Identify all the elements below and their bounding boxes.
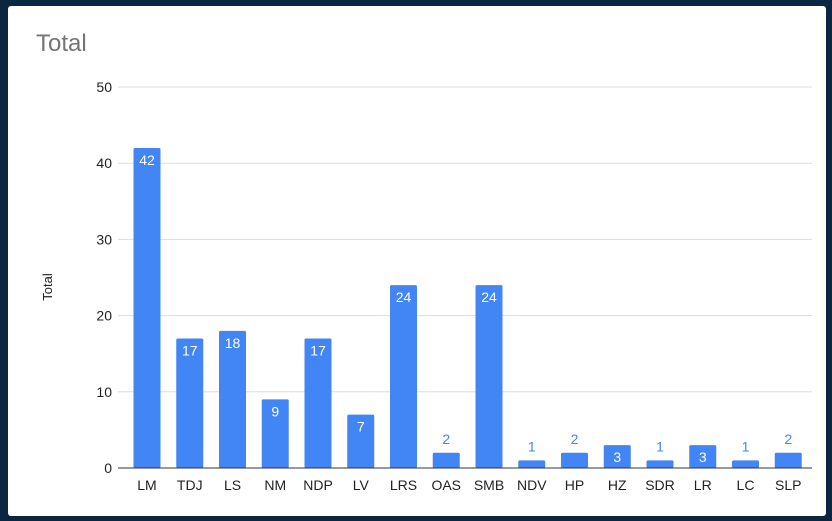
bar <box>774 452 802 468</box>
x-tick-label: NM <box>264 477 286 493</box>
bar <box>133 147 161 468</box>
bar <box>646 460 674 468</box>
x-tick-label: LR <box>694 477 712 493</box>
bar <box>475 285 503 468</box>
y-axis-tick-labels: 0 10 20 30 40 50 <box>96 79 112 476</box>
data-label: 2 <box>571 431 579 447</box>
bar <box>518 460 546 468</box>
bar <box>561 452 588 468</box>
data-label: 17 <box>182 342 198 358</box>
data-label: 1 <box>742 438 750 454</box>
bars <box>133 147 802 468</box>
y-tick-label: 30 <box>96 231 112 247</box>
bar <box>689 445 717 468</box>
x-tick-label: SDR <box>645 477 675 493</box>
x-tick-label: NDP <box>303 477 333 493</box>
bar <box>304 338 332 468</box>
bar <box>261 399 289 468</box>
data-label: 9 <box>271 403 279 419</box>
data-label: 2 <box>784 431 792 447</box>
x-tick-label: NDV <box>517 477 547 493</box>
x-tick-label: TDJ <box>177 477 203 493</box>
y-tick-label: 20 <box>96 308 112 324</box>
data-label: 24 <box>396 289 412 305</box>
data-label: 1 <box>528 438 536 454</box>
y-axis-title: Total <box>40 273 55 301</box>
bar <box>432 452 460 468</box>
data-label: 24 <box>481 289 497 305</box>
x-tick-label: SMB <box>474 477 504 493</box>
chart-title: Total <box>36 30 87 57</box>
x-tick-label: LRS <box>390 477 417 493</box>
bar <box>176 338 204 468</box>
bar <box>219 330 246 468</box>
bar <box>347 414 375 468</box>
x-tick-label: LS <box>224 477 241 493</box>
y-tick-label: 0 <box>104 460 112 476</box>
x-tick-label: OAS <box>431 477 461 493</box>
x-tick-label: SLP <box>775 477 801 493</box>
data-label: 7 <box>357 419 365 435</box>
x-axis-tick-labels: LM TDJ LS NM NDP LV LRS OAS SMB NDV HP HZ SDR LR LC SLP <box>137 477 801 493</box>
data-label: 17 <box>310 342 326 358</box>
x-tick-label: LV <box>353 477 370 493</box>
x-tick-label: LC <box>737 477 755 493</box>
data-labels: 42 17 18 9 17 7 24 2 24 1 2 3 1 3 1 2 <box>139 152 792 465</box>
x-tick-label: LM <box>137 477 156 493</box>
bar <box>732 460 759 468</box>
data-label: 18 <box>225 335 241 351</box>
bar <box>603 445 631 468</box>
y-tick-label: 40 <box>96 155 112 171</box>
y-tick-label: 10 <box>96 384 112 400</box>
y-tick-label: 50 <box>96 79 112 95</box>
bar <box>390 285 417 468</box>
x-tick-label: HP <box>565 477 584 493</box>
data-label: 1 <box>656 438 664 454</box>
data-label: 42 <box>139 152 155 168</box>
data-label: 2 <box>442 431 450 447</box>
data-label: 3 <box>699 449 707 465</box>
x-tick-label: HZ <box>608 477 627 493</box>
data-label: 3 <box>613 449 621 465</box>
